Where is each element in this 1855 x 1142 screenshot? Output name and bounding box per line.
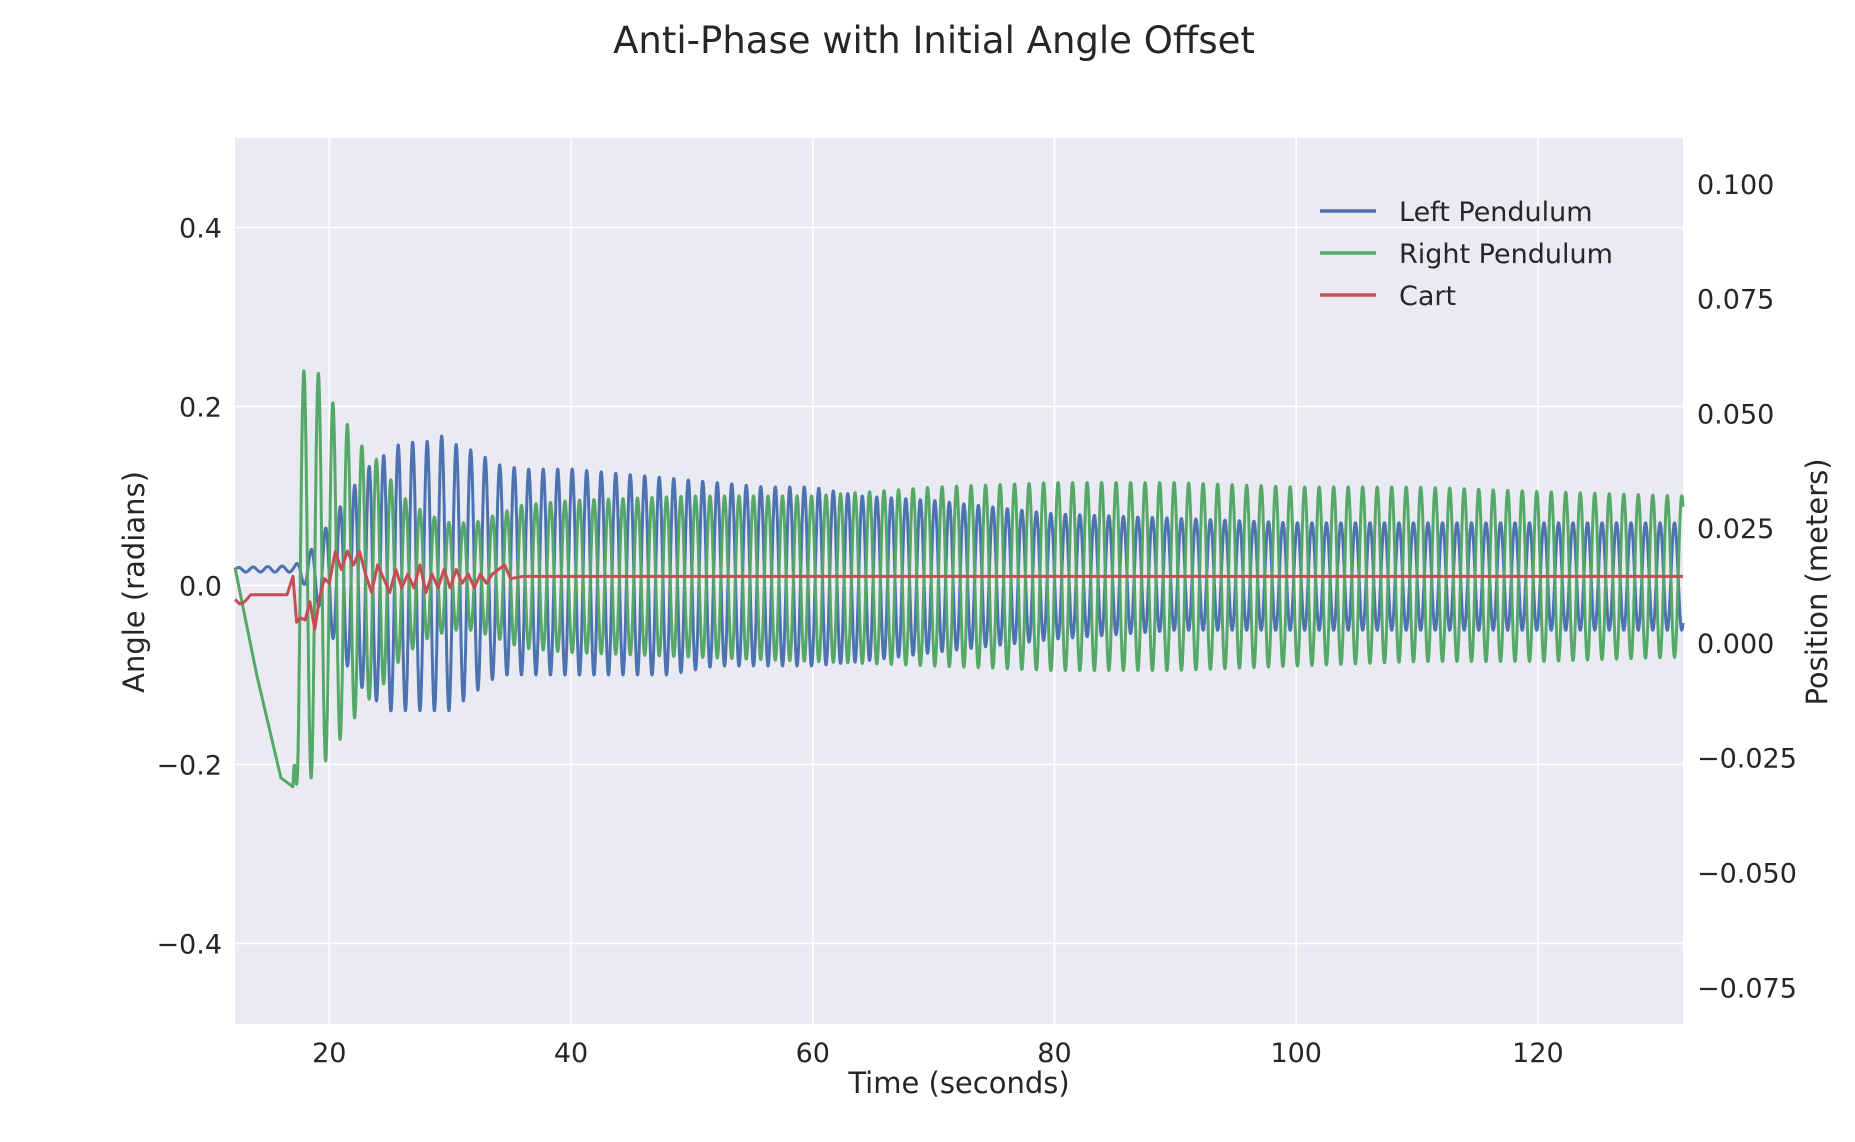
x-tick-label: 80 (1037, 1038, 1071, 1069)
y-tick-label: 0.4 (179, 213, 222, 244)
y2-tick-label: 0.025 (1697, 514, 1774, 545)
x-tick-labels: 20 40 60 80 100 120 (312, 1038, 1564, 1069)
y-axis-label: Angle (radians) (117, 471, 151, 693)
legend-label-right-pendulum: Right Pendulum (1399, 239, 1613, 270)
x-axis-label: Time (seconds) (847, 1066, 1069, 1100)
y2-tick-label: −0.025 (1697, 744, 1797, 775)
x-tick-label: 100 (1270, 1038, 1322, 1069)
series-line-cart (233, 549, 1683, 631)
y-tick-label: −0.4 (156, 929, 222, 960)
y2-tick-label: 0.075 (1697, 285, 1774, 316)
x-tick-label: 40 (554, 1038, 588, 1069)
legend-label-left-pendulum: Left Pendulum (1399, 197, 1593, 228)
chart-title: Anti-Phase with Initial Angle Offset (613, 19, 1255, 62)
y-tick-labels: −0.4 −0.2 0.0 0.2 0.4 (156, 213, 222, 960)
y2-tick-label: 0.000 (1697, 629, 1774, 660)
y-tick-label: 0.2 (179, 392, 222, 423)
series-line-left-pendulum (233, 434, 1685, 713)
legend: Left Pendulum Right Pendulum Cart (1320, 197, 1613, 312)
y2-tick-labels: −0.075 −0.050 −0.025 0.000 0.025 0.050 0.075 0.… (1697, 170, 1797, 1004)
x-tick-label: 120 (1512, 1038, 1564, 1069)
legend-label-cart: Cart (1399, 281, 1456, 312)
series-line-right-pendulum (233, 369, 1685, 789)
x-tick-label: 20 (312, 1038, 346, 1069)
y-tick-label: −0.2 (156, 750, 222, 781)
y2-tick-label: 0.100 (1697, 170, 1774, 201)
x-tick-label: 60 (796, 1038, 830, 1069)
y2-axis-label: Position (meters) (1800, 458, 1834, 705)
y2-tick-label: −0.075 (1697, 973, 1797, 1004)
y2-tick-label: 0.050 (1697, 399, 1774, 430)
y-tick-label: 0.0 (179, 571, 222, 602)
y2-tick-label: −0.050 (1697, 859, 1797, 890)
series-lines (233, 369, 1685, 789)
